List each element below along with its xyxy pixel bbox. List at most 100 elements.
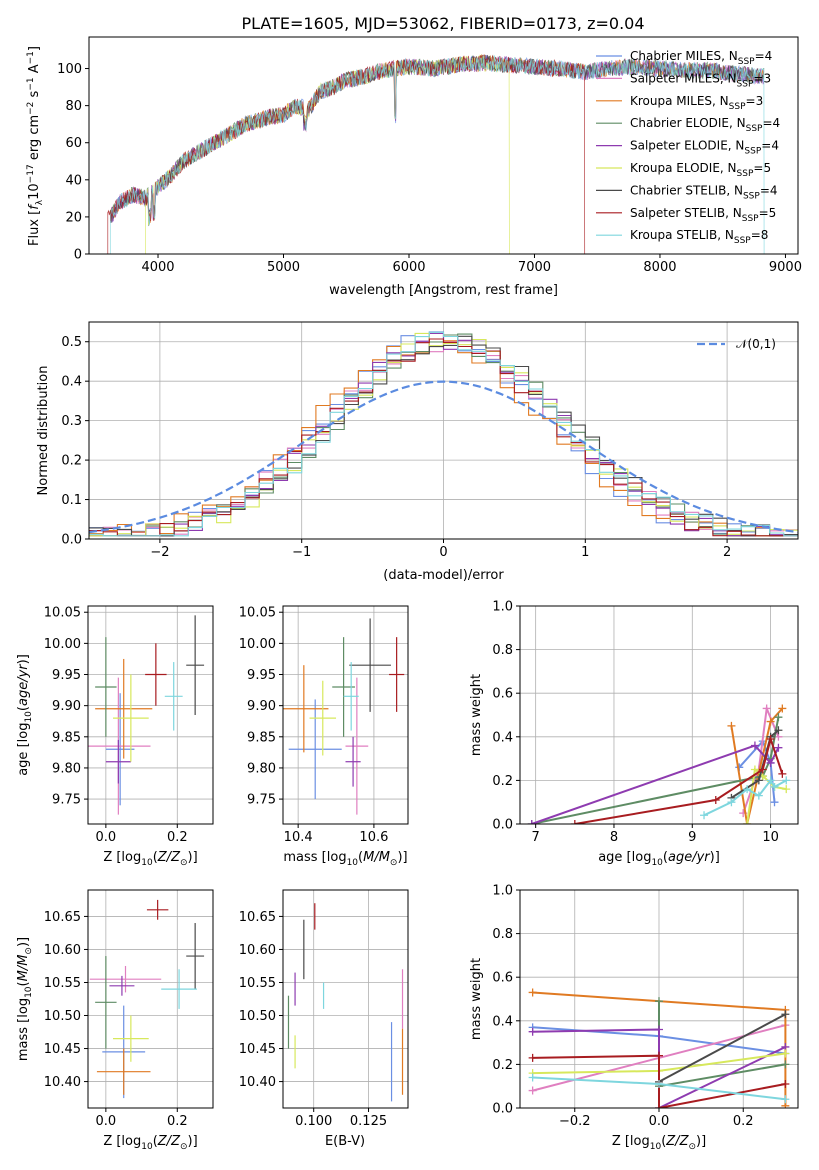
y-tick-label: 10.05 — [239, 606, 276, 621]
errorbar-point-kroupa-miles — [95, 658, 153, 759]
errorbar-point-salpeter-elodie — [345, 736, 361, 787]
errorbar-point-kroupa-stelib — [161, 969, 197, 1009]
x-tick-label: 2 — [723, 545, 731, 560]
axes-frame — [87, 889, 214, 1109]
x-tick-label: 0.0 — [96, 1114, 117, 1129]
legend-entry-kroupa-elodie: Kroupa ELODIE, NSSP=5 — [630, 161, 771, 179]
y-tick-label: 0.4 — [492, 1014, 513, 1029]
y-tick-label: 9.85 — [52, 730, 81, 745]
weight-marker — [766, 758, 775, 767]
weight-marker — [766, 734, 775, 743]
weight-marker — [754, 791, 763, 800]
x-axis-label: E(B-V) — [325, 1134, 365, 1149]
x-tick-label: 7000 — [518, 260, 551, 275]
weight-marker — [754, 776, 763, 785]
x-tick-label: 10 — [762, 830, 779, 845]
spectrum-legend: Chabrier MILES, NSSP=4 Salpeter MILES, NS… — [596, 49, 780, 246]
errorbar-point-kroupa-stelib — [164, 662, 183, 731]
y-tick-label: 10.45 — [239, 1042, 276, 1057]
weight-marker — [774, 743, 783, 752]
legend-entry-normal: 𝒩(0,1) — [736, 337, 776, 351]
legend-entry-salpeter-miles: Salpeter MILES, NSSP=3 — [630, 71, 771, 89]
weight-marker — [655, 1080, 663, 1089]
legend-entry-chabrier-elodie: Chabrier ELODIE, NSSP=4 — [630, 116, 780, 134]
x-tick-label: 0.0 — [649, 1114, 670, 1129]
y-tick-label: 10.45 — [44, 1042, 81, 1057]
y-tick-label: 0.8 — [492, 927, 513, 942]
weight-marker — [782, 785, 791, 794]
weight-marker — [781, 1095, 790, 1104]
y-tick-label: 0.6 — [492, 971, 513, 986]
x-tick-label: 0.2 — [733, 1114, 754, 1129]
mass-weight-vs-metallicity-panel: −0.2 0.0 0.2 0.0 0.2 0.4 0.6 0.8 1.0 Z [log10(Z/Z… — [469, 884, 799, 1152]
errorbar-point-salpeter-miles — [345, 677, 369, 815]
weight-marker — [774, 726, 783, 735]
y-axis-label: Normed distribution — [36, 366, 51, 496]
y-axis-label: mass weight — [469, 958, 484, 1040]
y-tick-label: 9.80 — [247, 761, 276, 776]
x-tick-label: 10.6 — [359, 830, 388, 845]
histogram-kroupa-stelib — [89, 331, 798, 537]
plot-area — [89, 331, 798, 537]
legend-entry-chabrier-stelib: Chabrier STELIB, NSSP=4 — [630, 183, 778, 201]
x-axis-label: Z [log10(Z/Z⊙)] — [103, 1134, 197, 1152]
legend-entry-chabrier-miles: Chabrier MILES, NSSP=4 — [630, 49, 772, 67]
weight-marker — [727, 798, 736, 807]
x-axis-label: Z [log10(Z/Z⊙)] — [612, 1134, 706, 1152]
x-axis-label: wavelength [Angstrom, rest frame] — [329, 283, 558, 298]
weight-marker — [781, 1060, 790, 1069]
y-tick-label: 0.2 — [492, 774, 513, 789]
legend-entry-salpeter-elodie: Salpeter ELODIE, NSSP=4 — [630, 139, 779, 157]
plot-area — [528, 988, 790, 1108]
plot-area — [527, 704, 791, 824]
errorbar-point-chabrier-stelib — [186, 923, 205, 990]
weight-marker — [711, 796, 720, 805]
x-tick-label: 0.0 — [96, 830, 117, 845]
y-tick-label: 0.6 — [492, 687, 513, 702]
y-tick-label: 80 — [65, 99, 82, 114]
errorbar-point-chabrier-elodie — [95, 956, 117, 1049]
weight-marker — [700, 811, 709, 820]
x-tick-label: 1 — [581, 545, 589, 560]
y-tick-label: 0.4 — [492, 730, 513, 745]
y-tick-label: 40 — [65, 173, 82, 188]
y-axis-label: mass weight — [469, 674, 484, 756]
y-tick-label: 10.55 — [239, 976, 276, 991]
errorbar-point-chabrier-miles — [288, 699, 342, 800]
plot-area — [89, 899, 205, 1099]
weight-line-salpeter-stelib — [574, 735, 784, 824]
x-tick-label: −2 — [150, 545, 169, 560]
weight-marker — [655, 1104, 663, 1108]
weight-marker — [762, 704, 771, 713]
weight-marker — [774, 713, 783, 722]
axes-frame — [519, 605, 799, 825]
x-tick-label: 0.2 — [167, 830, 188, 845]
y-tick-label: 0.2 — [61, 454, 82, 469]
errorbar-point-kroupa-miles — [283, 665, 329, 753]
x-tick-label: −0.2 — [559, 1114, 591, 1129]
weight-marker — [758, 765, 767, 774]
y-tick-label: 10.50 — [239, 1009, 276, 1024]
x-axis-label: age [log10(age/yr)] — [598, 850, 720, 868]
spectrum-line-kroupa-stelib — [109, 54, 765, 254]
y-tick-label: 10.05 — [44, 606, 81, 621]
errorbar-point-chabrier-miles — [105, 693, 135, 806]
histogram-legend: 𝒩(0,1) — [697, 337, 776, 351]
y-tick-label: 10.40 — [239, 1075, 276, 1090]
y-tick-label: 0 — [74, 248, 82, 263]
figure-title: PLATE=1605, MJD=53062, FIBERID=0173, z=0… — [241, 14, 644, 33]
weight-line-chabrier-elodie — [531, 717, 780, 824]
weight-marker — [527, 820, 536, 824]
errorbar-point-kroupa-elodie — [309, 680, 337, 756]
x-tick-label: 5000 — [267, 260, 300, 275]
x-tick-label: 0.2 — [167, 1114, 188, 1129]
weight-marker — [655, 997, 663, 1006]
errorbar-point-salpeter-elodie — [109, 975, 135, 996]
y-axis-label: age [log10(age/yr)] — [16, 654, 34, 776]
x-tick-label: 0.100 — [295, 1114, 332, 1129]
y-tick-label: 10.50 — [44, 1009, 81, 1024]
errorbar-point-salpeter-stelib — [145, 643, 167, 706]
y-tick-label: 20 — [65, 210, 82, 225]
weight-marker — [750, 741, 759, 750]
normal-curve — [89, 380, 798, 534]
